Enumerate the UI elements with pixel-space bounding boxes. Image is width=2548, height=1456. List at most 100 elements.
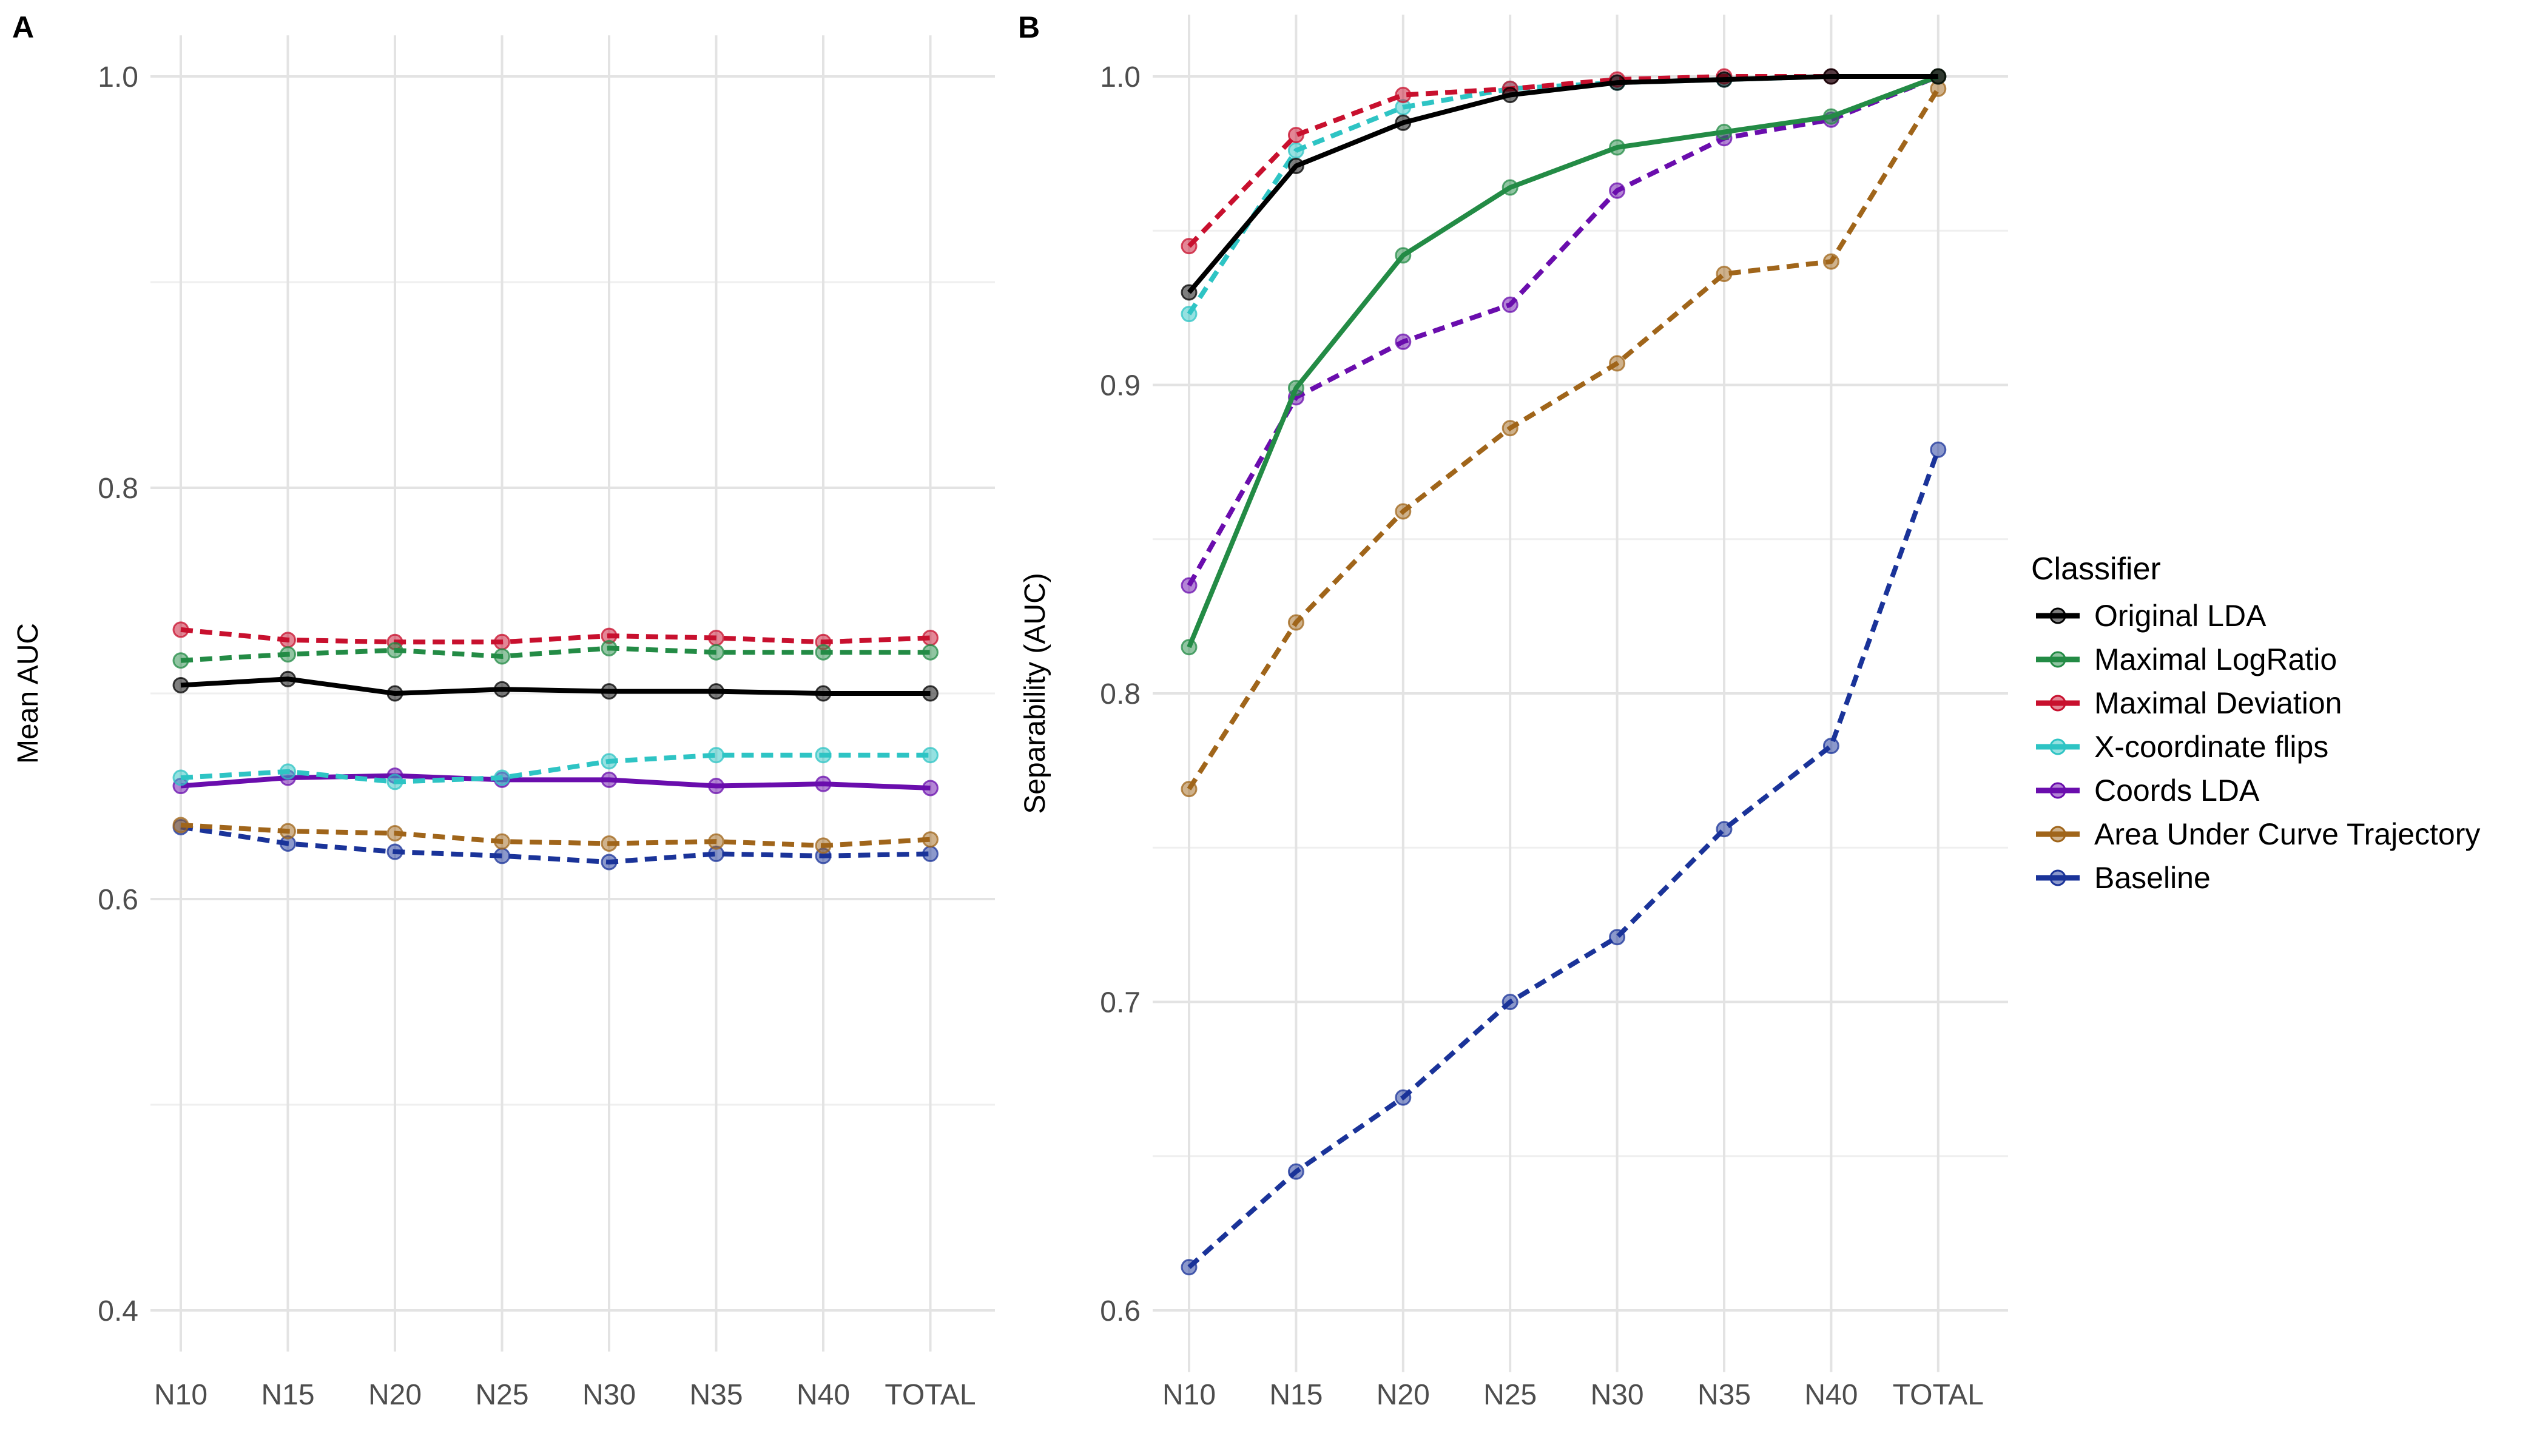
data-point (1609, 929, 1626, 946)
data-point (1181, 639, 1198, 656)
x-tick-label: N20 (368, 1379, 422, 1411)
series-line-x-coordinate-flips (180, 752, 931, 784)
data-point (1822, 108, 1839, 125)
series-line-baseline (180, 824, 931, 864)
data-point (922, 685, 939, 702)
legend-key-point (2049, 782, 2066, 799)
data-point (1395, 87, 1412, 104)
x-tick-label: N40 (797, 1379, 850, 1411)
series-line-maximal-logratio (1187, 74, 1940, 649)
data-point (386, 843, 403, 860)
series-line-coords-lda (180, 773, 931, 790)
data-point (922, 629, 939, 646)
data-point (1395, 114, 1412, 131)
series-x-coordinate-flips (172, 747, 939, 790)
legend-key-point (2049, 826, 2066, 843)
panel-letter: A (12, 10, 34, 44)
data-point (1181, 306, 1198, 323)
data-point (1930, 68, 1947, 85)
data-point (494, 769, 510, 786)
x-tick-label: N10 (1162, 1379, 1216, 1411)
series-maximal-logratio (1181, 68, 1947, 656)
data-point (922, 747, 939, 764)
data-point (708, 644, 724, 661)
x-tick-label: N10 (154, 1379, 207, 1411)
data-point (1287, 127, 1304, 144)
data-point (1716, 71, 1733, 88)
legend-key-point (2049, 695, 2066, 712)
data-point (815, 775, 832, 792)
data-point (494, 681, 510, 698)
data-point (922, 831, 939, 848)
data-point (1287, 142, 1304, 159)
x-tick-label: TOTAL (885, 1379, 976, 1411)
legend-label: Maximal Deviation (2094, 686, 2342, 720)
data-point (1609, 355, 1626, 372)
series-line-maximal-deviation (1187, 74, 1938, 248)
legend: Classifier Original LDA Maximal LogRatio Ma… (2031, 551, 2480, 895)
data-point (1181, 238, 1198, 255)
legend-item-coords-lda: Coords LDA (2036, 774, 2260, 807)
legend-key-point (2049, 738, 2066, 755)
data-point (280, 646, 296, 663)
y-tick-label: 1.0 (98, 61, 138, 93)
data-point (708, 683, 724, 700)
data-point (1502, 296, 1518, 313)
legend-label: Original LDA (2094, 599, 2267, 633)
series-line-maximal-deviation (180, 627, 931, 645)
data-point (601, 771, 618, 788)
y-tick-label: 0.6 (98, 884, 138, 916)
legend-item-baseline: Baseline (2036, 861, 2211, 895)
data-point (386, 642, 403, 659)
legend-item-area-under-curve-trajectory: Area Under Curve Trajectory (2036, 817, 2480, 851)
x-tick-label: N15 (261, 1379, 314, 1411)
legend-key-point (2049, 869, 2066, 886)
panel-b: B 0.6 0.7 0.8 0.9 1.0 N10 N15 N20 N25 N30 N35 N40 TOT… (1018, 10, 2008, 1411)
x-tick-label: N40 (1804, 1379, 1858, 1411)
legend-label: X-coordinate flips (2094, 730, 2328, 764)
data-point (1395, 333, 1412, 350)
panel-letter: B (1018, 10, 1040, 44)
legend-title: Classifier (2031, 551, 2161, 587)
gridlines (1153, 15, 2008, 1372)
series-maximal-logratio (172, 639, 939, 669)
y-tick-label: 0.9 (1100, 370, 1141, 402)
series-area-under-curve-trajectory (172, 817, 939, 854)
legend-label: Baseline (2094, 861, 2211, 895)
data-point (172, 652, 189, 669)
data-point (386, 825, 403, 842)
panel-a: A 0.4 0.6 0.8 1.0 N10 N15 N20 N25 N30 N35 N40 TOTAL M… (12, 10, 995, 1411)
data-point (280, 823, 296, 840)
data-point (172, 621, 189, 638)
data-point (601, 639, 618, 656)
data-point (1930, 441, 1947, 458)
series-coords-lda (172, 767, 939, 797)
series-original-lda (1181, 68, 1947, 301)
x-tick-label: TOTAL (1893, 1379, 1984, 1411)
data-point (494, 648, 510, 665)
data-point (1502, 994, 1518, 1010)
data-point (1716, 124, 1733, 141)
data-point (1502, 420, 1518, 437)
data-point (1181, 781, 1198, 798)
data-point (601, 854, 618, 871)
y-tick-label: 0.6 (1100, 1295, 1141, 1327)
series-line-coords-lda (1187, 74, 1940, 587)
data-point (1716, 265, 1733, 282)
data-point (1822, 253, 1839, 270)
data-point (1609, 139, 1626, 156)
series-line-baseline (1187, 448, 1941, 1269)
data-point (815, 644, 832, 661)
data-point (922, 845, 939, 862)
series-baseline (1181, 441, 1947, 1276)
data-point (922, 780, 939, 797)
data-point (1287, 1163, 1304, 1180)
data-point (815, 685, 832, 702)
legend-label: Area Under Curve Trajectory (2094, 817, 2480, 851)
data-point (1181, 1259, 1198, 1276)
data-point (1287, 614, 1304, 631)
data-point (601, 835, 618, 852)
x-tick-label: N35 (689, 1379, 743, 1411)
data-point (1287, 380, 1304, 397)
y-tick-label: 0.8 (1100, 678, 1141, 710)
